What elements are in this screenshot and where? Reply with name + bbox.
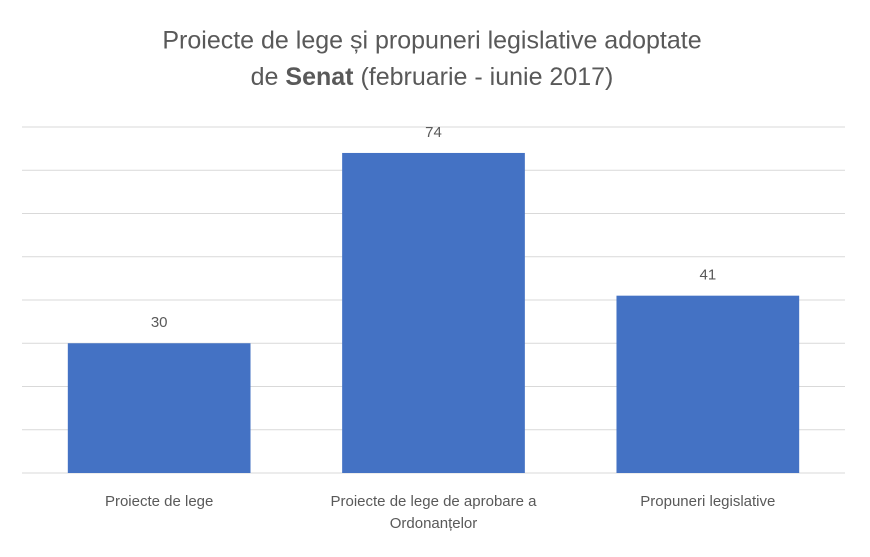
bar: [616, 295, 800, 473]
chart-title: de Senat (februarie - iunie 2017): [251, 63, 614, 91]
value-label: 30: [151, 314, 168, 331]
title-part: (februarie - iunie 2017): [360, 63, 613, 91]
chart-title: Proiecte de lege și propuneri legislativ…: [162, 27, 701, 55]
bar: [342, 152, 525, 473]
title-part: Senat: [285, 63, 354, 91]
title-part: de: [251, 63, 279, 91]
value-label: 74: [425, 124, 442, 141]
x-tick-label: Proiecte de lege: [104, 493, 214, 510]
x-tick-label: Proiecte de lege de aprobare a Ordonanțe…: [330, 493, 537, 532]
value-label: 41: [699, 267, 716, 284]
x-tick-label: Propuneri legislative: [640, 493, 776, 510]
bar: [67, 343, 251, 473]
